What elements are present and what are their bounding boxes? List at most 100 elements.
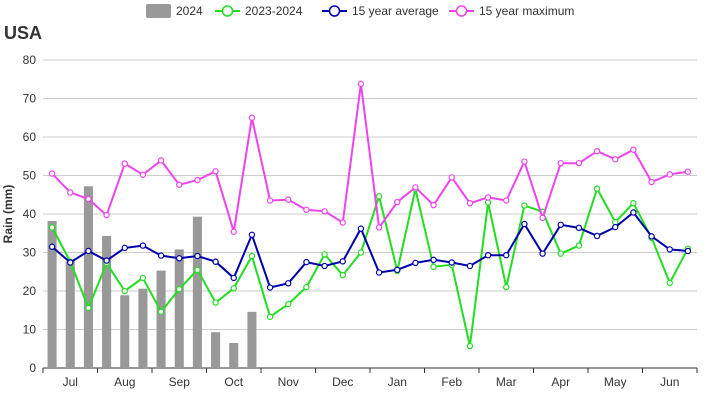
series-point xyxy=(303,283,310,291)
series-point xyxy=(230,274,237,282)
series-point xyxy=(285,280,292,287)
series-point xyxy=(157,308,165,315)
series-point xyxy=(121,160,128,167)
legend-item-2024[interactable]: 2024 xyxy=(146,4,203,18)
series-point xyxy=(612,156,619,163)
series-point xyxy=(539,214,546,222)
bar-3 xyxy=(102,235,112,368)
bar-10 xyxy=(229,342,239,368)
series-point xyxy=(684,168,692,175)
series-point xyxy=(85,195,92,203)
series-point xyxy=(375,193,383,200)
bar-series xyxy=(47,186,257,368)
bar-0 xyxy=(47,220,57,368)
series-point xyxy=(448,174,455,181)
series-point xyxy=(230,285,237,292)
series-point xyxy=(266,197,274,204)
y-tick-label: 20 xyxy=(23,284,37,298)
series-point xyxy=(575,159,583,167)
line-series xyxy=(48,80,692,350)
series-point xyxy=(321,262,328,270)
x-tick-label: Jul xyxy=(63,375,78,389)
legend-label: 15 year average xyxy=(352,4,439,18)
bar-4 xyxy=(120,295,130,368)
bar-9 xyxy=(211,332,221,368)
series-point xyxy=(248,114,256,121)
series-point xyxy=(321,251,328,258)
legend-swatch-marker xyxy=(328,5,341,17)
legend-item-2023-2024[interactable]: 2023-2024 xyxy=(215,4,303,18)
series-point xyxy=(67,259,74,266)
legend-swatch-marker xyxy=(221,5,234,17)
series-point xyxy=(139,242,147,249)
series-point xyxy=(666,279,673,287)
series-line xyxy=(51,211,688,289)
series-point xyxy=(176,181,183,188)
series-point xyxy=(121,244,128,252)
x-tick-label: Jun xyxy=(660,375,679,389)
series-point xyxy=(285,196,292,203)
x-tick-label: Oct xyxy=(224,375,243,389)
series-point xyxy=(85,304,92,312)
y-tick-label: 80 xyxy=(23,53,37,67)
y-tick-label: 40 xyxy=(23,207,37,221)
y-axis-label: Rain (mm) xyxy=(1,185,15,244)
series-point xyxy=(394,198,401,206)
series-point xyxy=(339,258,346,265)
legend-swatch-marker xyxy=(455,5,468,17)
y-tick-label: 70 xyxy=(23,92,37,106)
x-tick-label: Aug xyxy=(114,375,135,389)
series-point xyxy=(466,342,474,350)
legend-item-15-year-maximum[interactable]: 15 year maximum xyxy=(449,4,574,18)
x-tick-label: Apr xyxy=(551,375,570,389)
y-tick-label: 10 xyxy=(23,323,37,337)
x-tick-label: Dec xyxy=(332,375,353,389)
series-point xyxy=(67,189,74,196)
series-point xyxy=(321,208,328,215)
series-point xyxy=(303,258,310,266)
series-point xyxy=(484,251,492,259)
series-point xyxy=(357,249,365,256)
series-point xyxy=(521,202,528,209)
series-point xyxy=(357,80,365,88)
series-point xyxy=(248,252,256,260)
series-point xyxy=(557,221,564,228)
y-tick-label: 30 xyxy=(23,246,37,260)
series-point xyxy=(503,251,510,259)
series-point xyxy=(648,233,655,240)
series-point xyxy=(375,224,383,231)
series-line xyxy=(51,83,689,232)
x-tick-label: Mar xyxy=(496,375,517,389)
legend[interactable]: 2024 2023-2024 15 year average 15 year maxi… xyxy=(146,4,574,18)
series-point xyxy=(612,223,619,231)
legend-item-15-year-average[interactable]: 15 year average xyxy=(322,4,439,18)
series-point xyxy=(684,247,692,255)
series-point xyxy=(139,274,147,282)
series-point xyxy=(357,225,365,232)
series-point xyxy=(412,184,419,191)
series-point xyxy=(575,242,583,249)
series-point xyxy=(121,287,128,295)
series-point xyxy=(484,194,492,201)
series-point xyxy=(466,262,474,270)
series-point xyxy=(212,299,219,306)
legend-label: 2024 xyxy=(176,4,203,18)
series-point xyxy=(630,146,637,153)
series-point xyxy=(666,246,673,253)
series-point xyxy=(194,252,201,260)
series-point xyxy=(266,284,274,291)
x-tick-label: Jan xyxy=(388,375,407,389)
x-tick-label: Sep xyxy=(169,375,191,389)
bar-5 xyxy=(138,288,148,368)
series-point xyxy=(48,224,56,231)
bar-7 xyxy=(174,249,184,368)
bar-11 xyxy=(247,311,257,368)
series-point xyxy=(176,255,183,262)
series-point xyxy=(194,266,201,274)
x-tick-label: May xyxy=(604,375,627,389)
bar-1 xyxy=(65,261,75,368)
series-point xyxy=(557,159,564,167)
series-point xyxy=(339,272,346,279)
series-line xyxy=(51,186,689,347)
series-point xyxy=(103,257,110,264)
